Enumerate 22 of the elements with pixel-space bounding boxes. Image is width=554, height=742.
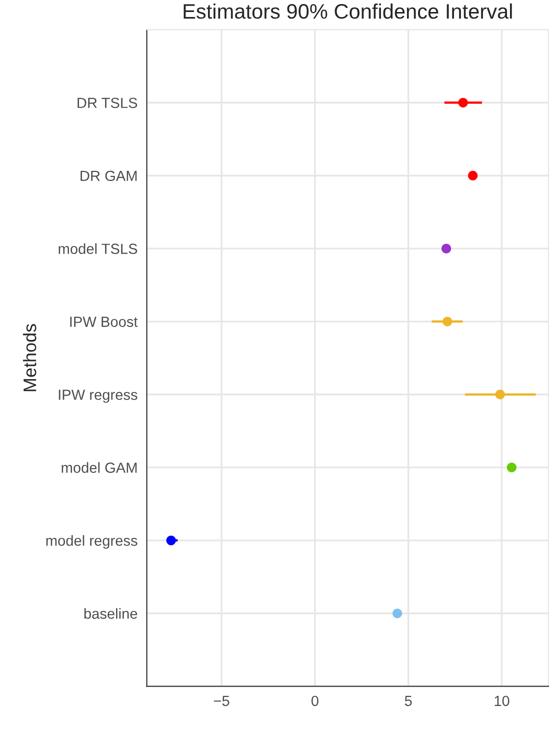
y-tick-label: baseline [84,608,138,619]
point [458,98,468,108]
y-tick-label: IPW Boost [70,316,138,327]
point [495,390,505,400]
x-tick-label: 5 [404,696,412,706]
x-tick-label: 10 [494,696,510,706]
x-tick-label: −5 [214,696,230,706]
x-tick-label: 0 [311,696,318,706]
point [442,316,452,326]
y-tick-label: DR TSLS [78,98,138,108]
y-tick-label: model TSLS [58,243,138,254]
point [441,244,452,254]
point [392,608,402,618]
y-tick-label: IPW regress [58,390,138,403]
chart-title: Estimators 90% Confidence Interval [184,3,512,19]
point [166,536,176,546]
y-tick-label: DR GAM [80,170,137,182]
point [468,170,478,180]
point [506,462,516,472]
y-tick-label: model regress [46,535,138,549]
y-axis-title: Methods [23,324,36,392]
y-tick-label: model GAM [62,462,137,473]
